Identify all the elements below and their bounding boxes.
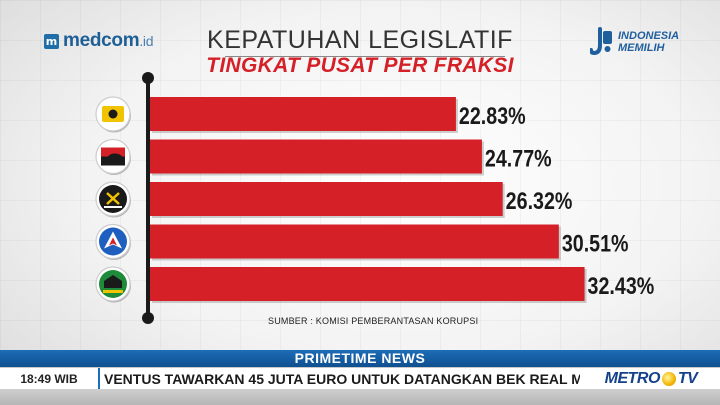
axis-cap-bottom (142, 312, 154, 324)
indonesia-memilih-line2: MEMILIH (618, 42, 665, 54)
metrotv-logo-suffix: TV (677, 370, 698, 387)
bar-value-label: 24.77% (485, 145, 552, 172)
indonesia-memilih-line1: INDONESIA (618, 30, 680, 42)
medcom-logo-text: medcom (63, 30, 140, 51)
pks-party-logo-icon (95, 181, 131, 217)
metrotv-logo-text: METRO (604, 370, 661, 387)
bar (150, 97, 456, 131)
ppp-party-logo-icon (95, 266, 131, 302)
bar-group: 32.43% (95, 266, 655, 303)
bar-value-label: 30.51% (562, 230, 629, 257)
bar-group: 26.32% (95, 181, 573, 218)
indonesia-memilih-mark-icon (590, 27, 612, 56)
title-divider (225, 56, 505, 57)
indonesia-memilih-logo: INDONESIA MEMILIH (590, 22, 690, 62)
golkar-party-logo-icon (95, 96, 131, 132)
chart-subtitle: TINGKAT PUSAT PER FRAKSI (206, 54, 514, 77)
bar-group: 30.51% (95, 223, 629, 261)
bar (150, 182, 503, 216)
bottom-band (0, 389, 720, 405)
bar (150, 139, 482, 174)
news-ticker: 18:49 WIB VENTUS TAWARKAN 45 JUTA EURO U… (0, 367, 720, 391)
bar-value-label: 32.43% (588, 272, 655, 299)
medcom-logo: m medcom.id (44, 30, 154, 52)
bar (150, 224, 559, 259)
bar-value-label: 22.83% (459, 102, 526, 129)
bar-chart: 22.83% 24.77% 26.32% 30.51% 32.43% (95, 72, 655, 324)
metrotv-logo: METRO TV (582, 368, 720, 390)
program-name: PRIMETIME NEWS (0, 350, 720, 367)
bar (150, 267, 585, 301)
bar-group: 24.77% (95, 138, 552, 176)
medcom-logo-icon: m (44, 33, 59, 49)
axis-cap-top (142, 72, 154, 84)
bar-group: 22.83% (95, 96, 526, 133)
bar-value-label: 26.32% (506, 187, 573, 214)
demokrat-party-logo-icon (95, 223, 131, 260)
chart-title: KEPATUHAN LEGISLATIF (207, 26, 513, 54)
medcom-logo-suffix: .id (139, 33, 154, 49)
ticker-headline: VENTUS TAWARKAN 45 JUTA EURO UNTUK DATAN… (104, 371, 580, 387)
metrotv-globe-icon (661, 372, 676, 386)
ticker-time: 18:49 WIB (0, 368, 100, 390)
chart-source: SUMBER : KOMISI PEMBERANTASAN KORUPSI (268, 316, 479, 326)
pdip-party-logo-icon (95, 138, 131, 175)
